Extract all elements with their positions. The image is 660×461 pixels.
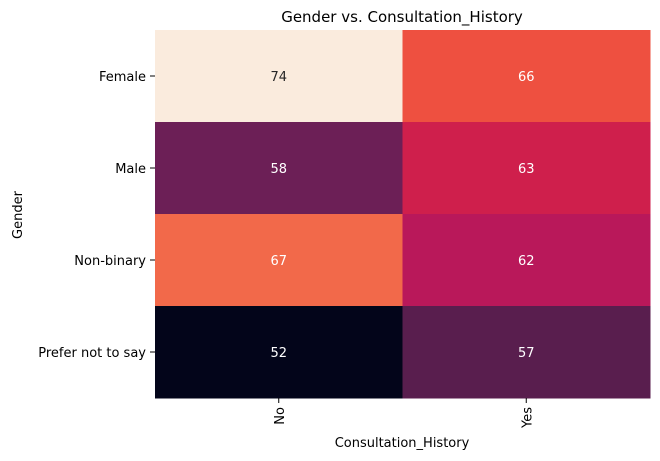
x-axis-ticks: No Yes <box>273 398 535 429</box>
y-axis-label: Gender <box>11 190 26 239</box>
heatmap-cells: 74 66 58 63 67 62 52 57 <box>155 30 651 399</box>
y-tick-label-male: Male <box>115 162 146 177</box>
cell-value-label-male-no: 58 <box>270 162 287 177</box>
heatmap-cell-female-yes <box>402 30 651 123</box>
chart-title: Gender vs. Consultation_History <box>281 8 523 27</box>
y-axis-ticks: Female Male Non-binary Prefer not to say <box>38 70 155 361</box>
cell-value-label-male-yes: 63 <box>518 162 535 177</box>
heatmap-cell-male-no <box>155 122 403 215</box>
x-tick-label-yes: Yes <box>520 407 535 429</box>
cell-value-label-prefer-not-to-say-no: 52 <box>270 346 287 361</box>
heatmap-cell-non-binary-no <box>155 214 403 307</box>
heatmap-cell-prefer-not-to-say-yes <box>402 306 651 399</box>
heatmap-cell-prefer-not-to-say-no <box>155 306 403 399</box>
cell-value-label-female-yes: 66 <box>518 70 535 85</box>
cell-value-label-female-no: 74 <box>270 70 287 85</box>
heatmap-cell-female-no <box>155 30 403 123</box>
cell-value-label-prefer-not-to-say-yes: 57 <box>518 346 535 361</box>
y-tick-label-non-binary: Non-binary <box>74 254 146 269</box>
y-tick-label-female: Female <box>99 70 146 85</box>
x-tick-label-no: No <box>273 407 288 425</box>
x-axis-label: Consultation_History <box>335 436 470 451</box>
cell-value-label-non-binary-no: 67 <box>270 254 287 269</box>
heatmap-cell-non-binary-yes <box>402 214 651 307</box>
cell-value-label-non-binary-yes: 62 <box>518 254 535 269</box>
heatmap-cell-male-yes <box>402 122 651 215</box>
y-tick-label-prefer-not-to-say: Prefer not to say <box>38 346 146 361</box>
